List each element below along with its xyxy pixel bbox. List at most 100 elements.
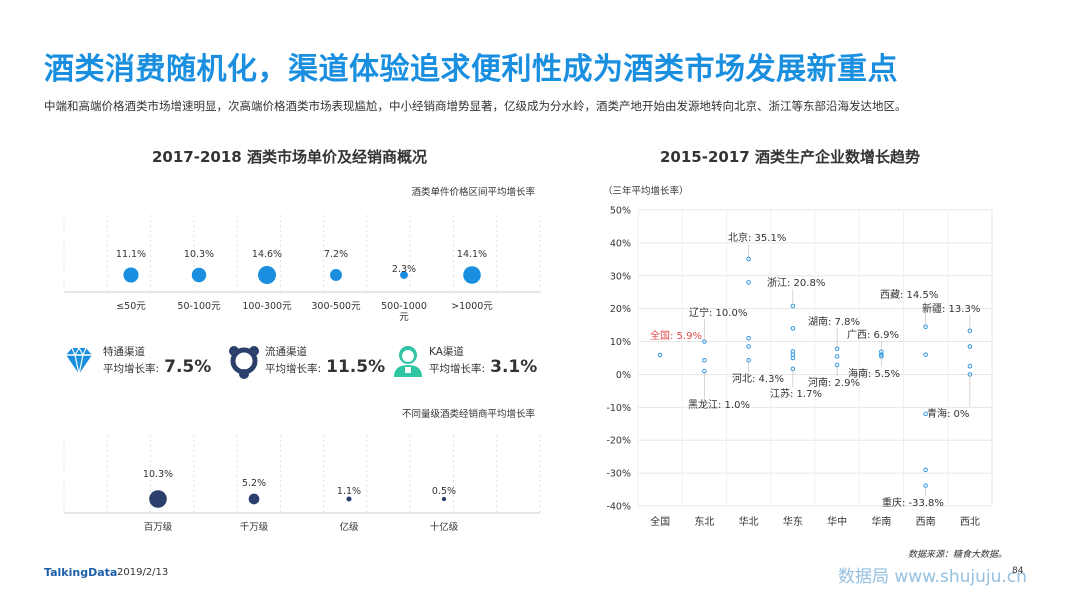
y-axis-label: （三年平均增长率） [603, 185, 689, 197]
y-tick-label: -40% [606, 502, 631, 513]
data-label: 14.6% [252, 249, 282, 260]
region-dot [967, 344, 973, 349]
region-dot [923, 352, 928, 357]
page-title: 酒类消费随机化，渠道体验追求便利性成为酒类市场发展新重点 [44, 52, 898, 87]
y-tick-label: 10% [610, 337, 631, 348]
y-tick-label: -30% [606, 469, 631, 480]
watermark: 数据局 www.shujuju.cn [838, 567, 1027, 587]
x-tick-label: 华南 [871, 515, 891, 528]
annotation-label: 河北: 4.3% [732, 373, 784, 385]
price-dot [191, 267, 207, 283]
channel-rate-value: 3.1% [490, 357, 538, 377]
y-tick-label: 0% [616, 370, 631, 381]
scale-dot [248, 493, 260, 505]
tick-label: 十亿级 [430, 521, 459, 533]
footer-date: 2019/2/13 [117, 567, 169, 578]
annotation-label: 河南: 2.9% [808, 376, 860, 389]
tick-label: 50-100元 [177, 301, 221, 312]
x-tick-label: 华北 [739, 515, 759, 528]
tick-label: 300-500元 [311, 301, 361, 312]
data-label: 2.3% [392, 264, 416, 275]
region-dot [923, 411, 928, 417]
annotation-label: 西藏: 14.5% [880, 289, 938, 301]
region-dot [790, 355, 796, 361]
region-dot [702, 358, 707, 363]
tick-label: >1000元 [451, 301, 493, 312]
tick-label: 百万级 [144, 521, 173, 533]
chart-title: 酒类单件价格区间平均增长率 [411, 186, 535, 198]
channel-rate-row: 平均增长率: 11.5% [265, 357, 385, 377]
person-icon [392, 343, 424, 379]
price-dot [463, 266, 481, 284]
data-label: 0.5% [432, 486, 456, 497]
x-tick-label: 华中 [827, 515, 847, 528]
y-tick-label: 30% [610, 271, 631, 282]
left-panel-title: 2017-2018 酒类市场单价及经销商概况 [152, 148, 427, 166]
tick-label: 亿级 [339, 521, 359, 533]
data-label: 7.2% [324, 249, 348, 260]
region-dot [790, 326, 796, 331]
page-subtitle: 中端和高端价格酒类市场增速明显，次高端价格酒类市场表现尴尬，中小经销商增势显著，… [44, 99, 907, 113]
region-dot [834, 354, 840, 359]
annotation-label: 海南: 5.5% [848, 367, 900, 380]
page-number: 84 [1012, 566, 1024, 576]
tick-label: 元 [399, 312, 409, 323]
scale-dot [441, 496, 447, 502]
data-label: 10.3% [184, 249, 214, 260]
annotation-label: 新疆: 13.3% [922, 302, 980, 315]
tick-label: ≤50元 [116, 301, 146, 312]
annotation-label: 北京: 35.1% [728, 231, 786, 244]
right-panel-title: 2015-2017 酒类生产企业数增长趋势 [660, 148, 920, 166]
channel-name: KA渠道 [429, 346, 464, 358]
channel-rate-value: 7.5% [164, 357, 212, 377]
annotation-label: 辽宁: 10.0% [689, 306, 747, 319]
channel-rate-row: 平均增长率: 3.1% [429, 357, 537, 377]
tick-label: 100-300元 [242, 301, 292, 312]
x-tick-label: 西南 [916, 515, 936, 528]
diamond-icon [62, 344, 96, 378]
channel-rate-label: 平均增长率: [429, 363, 486, 375]
y-tick-label: 40% [610, 238, 631, 249]
annotation-label: 湖南: 7.8% [808, 315, 860, 328]
x-tick-label: 全国 [650, 515, 670, 528]
x-tick-label: 西北 [960, 516, 980, 528]
annotation-label: 全国: 5.9% [650, 329, 702, 342]
channel-rate-value: 11.5% [326, 357, 386, 377]
price-dot [123, 267, 139, 283]
price-dot [258, 266, 276, 284]
x-tick-label: 东北 [694, 515, 714, 528]
channel-name: 特通渠道 [103, 346, 145, 358]
annotation-label: 广西: 6.9% [847, 329, 899, 341]
channel-name: 流通渠道 [265, 346, 307, 358]
data-label: 10.3% [143, 469, 173, 480]
data-label: 14.1% [457, 249, 487, 260]
y-tick-label: 20% [610, 304, 631, 315]
x-tick-label: 华东 [783, 515, 803, 528]
network-icon [226, 343, 262, 379]
annotation-label: 黑龙江: 1.0% [688, 398, 750, 411]
data-label: 5.2% [242, 478, 266, 489]
channel-rate-label: 平均增长率: [265, 363, 322, 375]
annotation-label: 浙江: 20.8% [767, 277, 825, 289]
data-label: 1.1% [337, 486, 361, 497]
tick-label: 500-1000 [381, 301, 427, 312]
y-tick-label: -20% [606, 436, 631, 447]
scale-dot [346, 496, 352, 502]
scale-dot [149, 490, 167, 508]
region-dot [967, 363, 973, 369]
region-dot [746, 280, 751, 285]
price-dot [330, 269, 342, 281]
price-dot [400, 271, 408, 279]
chart-title: 不同量级酒类经销商平均增长率 [402, 408, 536, 420]
channel-rate-label: 平均增长率: [103, 363, 160, 375]
annotation-label: 青海: 0% [927, 407, 969, 420]
y-tick-label: 50% [610, 206, 631, 217]
y-tick-label: -10% [606, 403, 631, 414]
channel-rate-row: 平均增长率: 7.5% [103, 357, 211, 377]
talkingdata-logo: TalkingData [44, 566, 118, 579]
tick-label: 千万级 [240, 521, 269, 533]
region-dot [746, 336, 751, 341]
annotation-label: 江苏: 1.7% [770, 387, 822, 400]
region-dot [923, 467, 928, 473]
